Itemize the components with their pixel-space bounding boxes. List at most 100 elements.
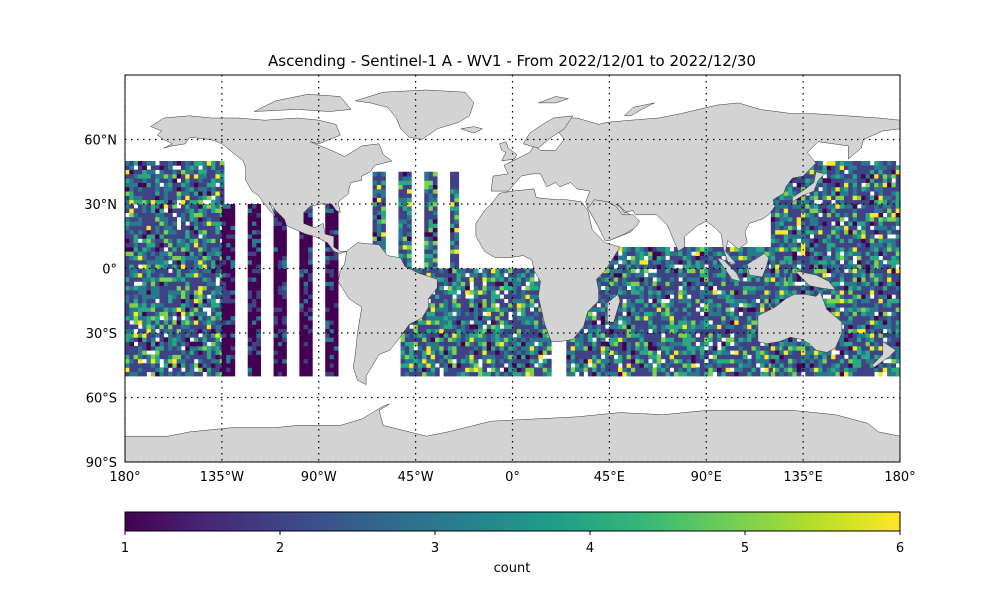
heatmap-cell	[805, 195, 810, 201]
heatmap-cell	[202, 216, 208, 222]
heatmap-cell	[813, 186, 819, 192]
heatmap-cell	[230, 320, 236, 325]
heatmap-cell	[325, 324, 330, 330]
heatmap-cell	[417, 371, 423, 377]
heatmap-cell	[159, 268, 165, 274]
heatmap-cell	[734, 285, 739, 291]
heatmap-cell	[428, 227, 434, 233]
heatmap-cell	[465, 320, 470, 325]
heatmap-cell	[835, 251, 841, 256]
heatmap-cell	[770, 298, 776, 304]
heatmap-cell	[189, 311, 195, 317]
heatmap-cell	[230, 281, 236, 287]
heatmap-cell	[712, 264, 718, 269]
heatmap-cell	[508, 320, 513, 325]
heatmap-cell	[717, 302, 722, 308]
heatmap-cell	[717, 358, 722, 364]
heatmap-cell	[783, 268, 789, 274]
heatmap-cell	[137, 333, 143, 338]
heatmap-cell	[211, 302, 216, 308]
heatmap-cell	[159, 264, 165, 269]
heatmap-cell	[805, 247, 810, 252]
heatmap-cell	[137, 294, 143, 299]
heatmap-cell	[538, 350, 544, 355]
heatmap-cell	[656, 363, 662, 368]
heatmap-cell	[779, 204, 785, 209]
heatmap-cell	[652, 281, 658, 287]
heatmap-cell	[198, 371, 203, 377]
heatmap-cell	[168, 302, 173, 308]
heatmap-cell	[185, 208, 190, 213]
heatmap-cell	[525, 268, 531, 274]
heatmap-cell	[704, 294, 709, 299]
heatmap-cell	[206, 186, 212, 192]
heatmap-cell	[686, 328, 692, 334]
heatmap-cell	[617, 272, 623, 278]
heatmap-cell	[142, 208, 147, 213]
heatmap-cell	[779, 259, 785, 265]
heatmap-cell	[831, 272, 836, 278]
heatmap-cell	[150, 264, 156, 269]
heatmap-cell	[452, 367, 457, 373]
heatmap-cell	[831, 363, 836, 368]
heatmap-cell	[155, 371, 160, 377]
heatmap-cell	[168, 358, 173, 364]
heatmap-cell	[211, 204, 216, 209]
heatmap-cell	[211, 225, 216, 231]
heatmap-cell	[826, 199, 832, 205]
heatmap-cell	[635, 350, 640, 355]
heatmap-cell	[198, 367, 203, 373]
heatmap-cell	[198, 204, 203, 209]
heatmap-cell	[189, 358, 195, 364]
heatmap-cell	[465, 337, 470, 342]
heatmap-cell	[256, 298, 262, 304]
heatmap-cell	[155, 234, 160, 239]
heatmap-cell	[435, 345, 440, 351]
heatmap-cell	[376, 236, 382, 241]
heatmap-cell	[465, 277, 470, 282]
heatmap-cell	[206, 302, 212, 308]
heatmap-cell	[168, 311, 173, 317]
heatmap-cell	[417, 333, 423, 338]
heatmap-cell	[652, 324, 658, 330]
heatmap-cell	[443, 311, 449, 317]
heatmap-cell	[648, 281, 653, 287]
heatmap-cell	[282, 302, 287, 308]
heatmap-cell	[155, 165, 160, 170]
heatmap-cell	[273, 277, 279, 282]
heatmap-cell	[307, 221, 313, 226]
heatmap-cell	[686, 320, 692, 325]
heatmap-cell	[150, 221, 156, 226]
heatmap-cell	[755, 281, 761, 287]
heatmap-cell	[193, 333, 199, 338]
heatmap-cell	[721, 354, 727, 360]
heatmap-cell	[534, 367, 539, 373]
heatmap-cell	[159, 186, 165, 192]
heatmap-cell	[665, 302, 671, 308]
heatmap-cell	[835, 264, 841, 269]
heatmap-cell	[133, 324, 139, 330]
heatmap-cell	[129, 195, 135, 201]
heatmap-cell	[818, 358, 823, 364]
heatmap-cell	[443, 358, 449, 364]
heatmap-cell	[538, 371, 544, 377]
heatmap-cell	[256, 259, 262, 265]
heatmap-cell	[333, 320, 339, 325]
heatmap-cell	[473, 358, 479, 364]
heatmap-cell	[796, 247, 802, 252]
heatmap-cell	[193, 285, 199, 291]
heatmap-cell	[788, 281, 793, 287]
heatmap-cell	[639, 281, 645, 287]
heatmap-cell	[482, 341, 488, 347]
heatmap-cell	[185, 242, 190, 248]
heatmap-cell	[137, 255, 143, 261]
heatmap-cell	[751, 277, 757, 282]
heatmap-cell	[760, 294, 765, 299]
heatmap-cell	[717, 354, 722, 360]
heatmap-cell	[417, 324, 423, 330]
heatmap-cell	[221, 337, 227, 342]
heatmap-cell	[180, 277, 186, 282]
heatmap-cell	[669, 268, 675, 274]
heatmap-cell	[521, 320, 526, 325]
heatmap-cell	[432, 257, 438, 263]
